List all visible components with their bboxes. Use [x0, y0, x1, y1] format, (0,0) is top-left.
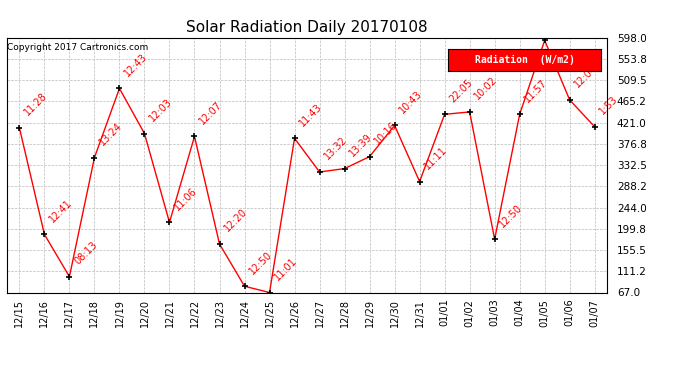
Text: 12:20: 12:20 — [222, 207, 249, 234]
Text: 11:11: 11:11 — [422, 145, 449, 171]
Text: 11:06: 11:06 — [172, 186, 199, 212]
Text: 10:43: 10:43 — [397, 88, 424, 115]
Text: 12:41: 12:41 — [48, 197, 75, 224]
Text: 13:24: 13:24 — [97, 121, 124, 147]
Text: Copyright 2017 Cartronics.com: Copyright 2017 Cartronics.com — [7, 43, 148, 52]
Text: 12:03: 12:03 — [148, 97, 175, 123]
Text: 12:07: 12:07 — [197, 99, 224, 126]
Text: 12:04: 12:04 — [573, 63, 600, 90]
Text: 12:50: 12:50 — [497, 202, 524, 229]
Text: 10:02: 10:02 — [473, 75, 500, 102]
Text: 11:43: 11:43 — [297, 102, 324, 128]
Text: 12:50: 12:50 — [248, 249, 275, 276]
Text: 11:57: 11:57 — [522, 77, 549, 104]
Text: 13:39: 13:39 — [348, 132, 374, 158]
Text: 22:05: 22:05 — [448, 77, 475, 104]
Text: 11:28: 11:28 — [22, 91, 49, 118]
Text: 1:53: 1:53 — [598, 94, 620, 117]
Title: Solar Radiation Daily 20170108: Solar Radiation Daily 20170108 — [186, 20, 428, 35]
Text: 11:01: 11:01 — [273, 256, 299, 282]
Text: 13:32: 13:32 — [322, 135, 349, 162]
Text: 10:16: 10:16 — [373, 120, 400, 146]
Text: 12:43: 12:43 — [122, 51, 149, 78]
Text: 08:13: 08:13 — [72, 240, 99, 267]
